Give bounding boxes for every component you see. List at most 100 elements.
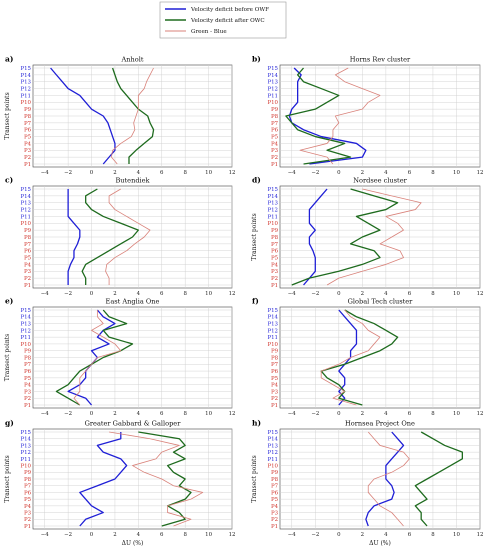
y-axis-label: Transect points [251,213,258,260]
x-tick-label: 12 [477,532,484,538]
series-line-before [365,431,405,527]
y-tick-label: P14 [268,194,279,200]
x-tick-label: 0 [90,291,94,297]
y-tick-label: P6 [24,249,32,255]
y-tick-label: P15 [21,187,32,193]
y-tick-label: P2 [271,276,278,282]
panel-a: −4 −2 0 2 4 6 8 10 12 P1P2P3P4P5P6P7P8P9P10P11P12… [4,55,235,177]
y-tick-label: P15 [21,308,32,314]
x-tick-label: −4 [41,291,50,297]
y-tick-label: P10 [268,342,279,348]
x-tick-label: 6 [408,170,412,176]
y-tick-label: P13 [268,321,279,327]
y-tick-label: P14 [268,437,279,443]
panel-title: Butendiek [115,177,150,185]
x-tick-label: 0 [337,411,341,417]
series-line-after [291,188,399,286]
y-tick-label: P10 [21,463,32,469]
x-tick-label: 4 [137,291,141,297]
x-tick-label: −2 [311,170,319,176]
y-tick-label: P13 [21,443,32,449]
x-tick-label: 2 [361,170,364,176]
y-tick-label: P7 [24,242,32,248]
y-tick-label: P9 [24,349,32,355]
y-tick-label: P8 [271,235,279,241]
y-tick-label: P6 [271,490,279,496]
y-tick-label: P11 [21,214,32,220]
y-tick-label: P6 [271,249,279,255]
y-tick-label: P3 [271,148,279,154]
y-tick-label: P11 [268,457,279,463]
x-tick-label: 4 [384,532,388,538]
y-tick-label: P9 [24,470,32,476]
y-tick-label: P1 [271,283,278,289]
panel-letter: d) [252,176,261,185]
y-tick-label: P10 [268,463,279,469]
y-tick-label: P14 [21,315,32,321]
y-tick-label: P13 [268,443,279,449]
x-tick-label: 0 [90,532,94,538]
panel-title: East Anglia One [106,298,160,306]
y-tick-label: P14 [21,73,32,79]
x-tick-label: 0 [337,291,341,297]
y-tick-label: P6 [24,128,32,134]
y-tick-label: P8 [271,355,279,361]
x-tick-label: −4 [288,411,297,417]
y-tick-label: P15 [268,430,279,436]
y-tick-label: P8 [271,477,279,483]
x-tick-label: 4 [384,170,388,176]
panel-title: Nordsee cluster [353,177,407,185]
y-tick-label: P4 [271,383,279,389]
legend-label-after: Velocity deficit after OWC [190,18,265,24]
x-tick-label: 10 [205,532,212,538]
x-tick-label: 4 [137,411,141,417]
y-tick-label: P12 [21,207,32,213]
panel-letter: h) [252,419,261,428]
y-tick-label: P3 [271,510,279,516]
y-tick-label: P15 [21,430,32,436]
y-tick-label: P15 [268,308,279,314]
y-tick-label: P2 [24,155,31,161]
y-tick-label: P3 [24,389,32,395]
series-line-diff [367,431,410,527]
y-tick-label: P12 [21,328,32,334]
series-line-diff [73,310,122,406]
x-tick-label: −4 [288,291,297,297]
x-tick-label: 6 [160,291,164,297]
panel-title: Anholt [121,56,144,64]
y-tick-label: P9 [271,228,279,234]
series-line-after [138,431,192,527]
y-tick-label: P2 [24,396,31,402]
y-tick-label: P3 [24,510,32,516]
x-tick-label: 2 [361,411,364,417]
y-tick-label: P3 [271,389,279,395]
y-tick-label: P4 [24,504,32,510]
legend-label-diff: Green - Blue [191,29,227,35]
x-tick-label: 6 [160,411,164,417]
x-tick-label: 2 [113,291,116,297]
x-tick-label: 10 [453,532,460,538]
series-line-after [285,67,352,165]
y-tick-label: P5 [24,134,32,140]
series-line-diff [326,188,422,286]
legend-label-before: Velocity deficit before OWF [190,7,269,13]
x-tick-label: −2 [64,291,72,297]
y-tick-label: P8 [24,355,32,361]
y-tick-label: P2 [24,276,31,282]
x-tick-label: 10 [205,291,212,297]
x-tick-label: 6 [160,170,164,176]
y-tick-label: P14 [21,194,32,200]
y-tick-label: P7 [24,362,32,368]
y-tick-label: P13 [268,201,279,207]
y-tick-label: P2 [271,396,278,402]
x-tick-label: 12 [477,411,484,417]
y-tick-label: P2 [24,517,31,523]
x-tick-label: 6 [160,532,164,538]
y-tick-label: P1 [271,524,278,530]
x-tick-label: −2 [311,532,319,538]
y-tick-label: P15 [268,187,279,193]
y-tick-label: P6 [24,369,32,375]
legend: Velocity deficit before OWF Velocity def… [159,1,287,39]
y-tick-label: P10 [21,342,32,348]
x-tick-label: 0 [90,411,94,417]
